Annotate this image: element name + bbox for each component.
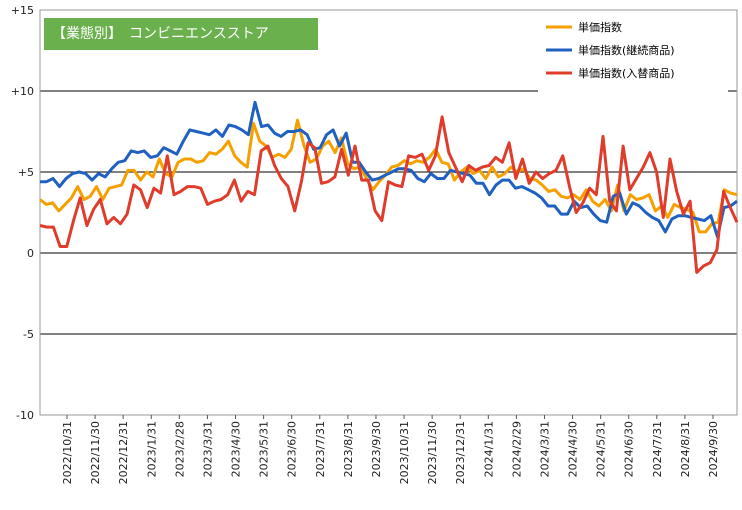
chart-title: 【業態別】 コンビニエンスストア — [44, 18, 318, 50]
x-tick-label: 2023/12/31 — [454, 421, 467, 484]
x-tick-label: 2024/7/31 — [651, 421, 664, 477]
series-line-2 — [40, 100, 738, 239]
plot-area — [39, 9, 738, 416]
x-tick-label: 2024/3/31 — [538, 421, 551, 477]
x-tick-label: 2023/5/31 — [258, 421, 271, 477]
legend-label: 単価指数 — [578, 20, 622, 34]
x-tick-label: 2024/5/31 — [595, 421, 608, 477]
x-tick-label: 2023/6/30 — [286, 421, 299, 477]
series-line-3 — [39, 115, 739, 274]
y-tick-label: +15 — [11, 4, 34, 17]
x-tick-label: 2022/12/31 — [117, 421, 130, 484]
y-tick-label: +5 — [18, 166, 34, 179]
x-tick-label: 2022/10/31 — [61, 421, 74, 484]
x-tick-label: 2023/10/31 — [398, 421, 411, 484]
x-tick-label: 2023/11/30 — [426, 421, 439, 484]
y-tick-label: -10 — [16, 409, 34, 422]
y-axis-ticks: +15 +10 +5 0 -5 -10 — [11, 4, 34, 422]
x-tick-label: 2024/6/30 — [623, 421, 636, 477]
series-line-1 — [39, 118, 738, 234]
y-tick-label: -5 — [23, 328, 34, 341]
x-tick-label: 2023/7/31 — [314, 421, 327, 477]
x-tick-label: 2023/3/31 — [201, 421, 214, 477]
legend-label: 単価指数(入替商品) — [578, 66, 675, 80]
y-tick-label: 0 — [27, 247, 34, 260]
x-tick-label: 2023/1/31 — [145, 421, 158, 477]
x-tick-label: 2023/2/28 — [173, 421, 186, 477]
x-axis-ticks: 2022/10/31 2022/11/30 2022/12/31 2023/1/31 2… — [61, 415, 720, 484]
x-tick-label: 2023/8/31 — [342, 421, 355, 477]
x-tick-label: 2022/11/30 — [89, 421, 102, 484]
x-tick-label: 2023/9/30 — [370, 421, 383, 477]
x-tick-label: 2024/4/30 — [567, 421, 580, 477]
x-tick-label: 2024/2/29 — [510, 421, 523, 477]
legend-label: 単価指数(継続商品) — [578, 43, 675, 57]
x-tick-label: 2024/9/30 — [707, 421, 720, 477]
x-tick-label: 2024/1/31 — [482, 421, 495, 477]
y-tick-label: +10 — [11, 85, 34, 98]
series-lines — [39, 100, 739, 274]
x-tick-label: 2024/8/31 — [679, 421, 692, 477]
x-tick-label: 2023/4/30 — [230, 421, 243, 477]
